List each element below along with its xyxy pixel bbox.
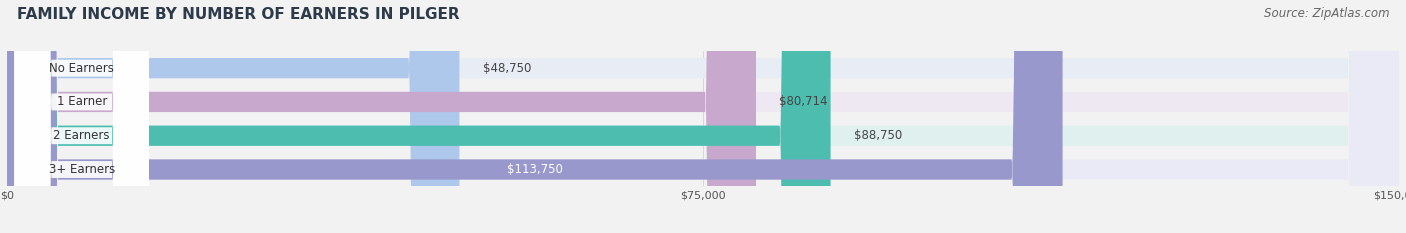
FancyBboxPatch shape	[14, 0, 149, 233]
Text: $88,750: $88,750	[853, 129, 903, 142]
Text: No Earners: No Earners	[49, 62, 114, 75]
FancyBboxPatch shape	[14, 0, 149, 233]
FancyBboxPatch shape	[7, 0, 1399, 233]
Text: FAMILY INCOME BY NUMBER OF EARNERS IN PILGER: FAMILY INCOME BY NUMBER OF EARNERS IN PI…	[17, 7, 460, 22]
Text: $113,750: $113,750	[508, 163, 562, 176]
FancyBboxPatch shape	[14, 0, 149, 233]
FancyBboxPatch shape	[7, 0, 756, 233]
FancyBboxPatch shape	[7, 0, 1399, 233]
FancyBboxPatch shape	[7, 0, 460, 233]
Text: 3+ Earners: 3+ Earners	[49, 163, 115, 176]
FancyBboxPatch shape	[7, 0, 1399, 233]
Text: $48,750: $48,750	[482, 62, 531, 75]
FancyBboxPatch shape	[7, 0, 1399, 233]
Text: 1 Earner: 1 Earner	[56, 96, 107, 108]
Text: $80,714: $80,714	[779, 96, 828, 108]
Text: Source: ZipAtlas.com: Source: ZipAtlas.com	[1264, 7, 1389, 20]
Text: 2 Earners: 2 Earners	[53, 129, 110, 142]
FancyBboxPatch shape	[7, 0, 831, 233]
FancyBboxPatch shape	[7, 0, 1063, 233]
FancyBboxPatch shape	[14, 0, 149, 233]
